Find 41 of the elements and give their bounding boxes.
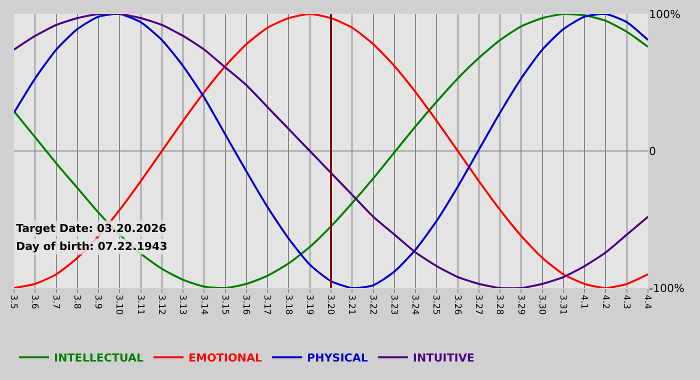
- legend-label: INTUITIVE: [412, 352, 474, 365]
- legend-label: PHYSICAL: [307, 352, 368, 365]
- x-tick-label: 3.14: [198, 294, 208, 316]
- annotation: Target Date: 03.20.2026: [16, 222, 167, 235]
- x-tick-label: 3.8: [71, 294, 82, 310]
- x-tick-label: 3.16: [240, 294, 251, 316]
- x-tick-label: 3.25: [430, 294, 441, 315]
- x-tick-label: 3.7: [50, 294, 60, 310]
- x-tick-label: 3.28: [494, 294, 504, 316]
- x-tick-label: 3.29: [515, 294, 526, 316]
- x-tick-label: 3.27: [473, 294, 484, 315]
- y-tick-label: 0: [649, 144, 656, 158]
- x-tick-label: 3.11: [134, 294, 145, 315]
- legend-label: INTELLECTUAL: [54, 352, 144, 365]
- x-tick-label: 3.17: [262, 294, 272, 315]
- x-tick-label: 4.3: [620, 294, 631, 310]
- x-tick-label: 3.24: [410, 294, 420, 316]
- x-tick-label: 3.19: [304, 294, 314, 316]
- x-tick-label: 4.4: [642, 294, 652, 310]
- x-tick-label: 3.31: [558, 294, 568, 315]
- x-tick-label: 3.10: [114, 294, 124, 316]
- x-tick-label: 3.18: [282, 294, 293, 316]
- x-tick-label: 3.30: [536, 294, 546, 316]
- annotation: Day of birth: 07.22.1943: [16, 240, 168, 253]
- x-tick-label: 3.13: [177, 294, 188, 315]
- y-tick-label: -100%: [649, 282, 684, 295]
- x-tick-label: 3.9: [92, 294, 103, 310]
- x-tick-label: 3.12: [156, 294, 166, 315]
- x-tick-label: 4.1: [578, 294, 589, 310]
- x-tick-label: 3.20: [325, 294, 336, 316]
- line-series: [14, 14, 648, 288]
- x-tick-label: 3.5: [8, 294, 18, 310]
- x-tick-label: 3.6: [29, 294, 40, 310]
- x-tick-label: 3.15: [219, 294, 230, 315]
- legend-label: EMOTIONAL: [188, 352, 262, 365]
- x-tick-label: 3.23: [388, 294, 398, 315]
- x-tick-label: 3.21: [346, 294, 356, 315]
- y-tick-label: 100%: [649, 8, 680, 21]
- x-tick-label: 3.22: [367, 294, 378, 315]
- x-tick-label: 4.2: [600, 294, 610, 310]
- x-tick-label: 3.26: [452, 294, 462, 316]
